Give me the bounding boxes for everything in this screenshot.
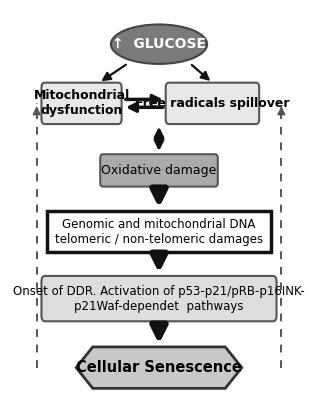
FancyBboxPatch shape — [41, 276, 277, 321]
Text: Free radicals spillover: Free radicals spillover — [135, 97, 290, 110]
Bar — [47, 211, 271, 252]
Text: Oxidative damage: Oxidative damage — [101, 164, 217, 177]
Text: Genomic and mitochondrial DNA
telomeric / non-telomeric damages: Genomic and mitochondrial DNA telomeric … — [55, 218, 263, 246]
Ellipse shape — [111, 24, 207, 64]
Polygon shape — [76, 347, 242, 388]
Text: Cellular Senescence: Cellular Senescence — [76, 360, 242, 375]
FancyBboxPatch shape — [41, 83, 121, 124]
Text: ↑  GLUCOSE: ↑ GLUCOSE — [112, 37, 206, 51]
Text: Mitochondrial
dysfunction: Mitochondrial dysfunction — [33, 89, 130, 117]
FancyBboxPatch shape — [100, 154, 218, 186]
Text: Onset of DDR. Activation of p53-p21/pRB-p16INK-
p21Waf-dependet  pathways: Onset of DDR. Activation of p53-p21/pRB-… — [13, 285, 305, 313]
FancyBboxPatch shape — [166, 83, 259, 124]
